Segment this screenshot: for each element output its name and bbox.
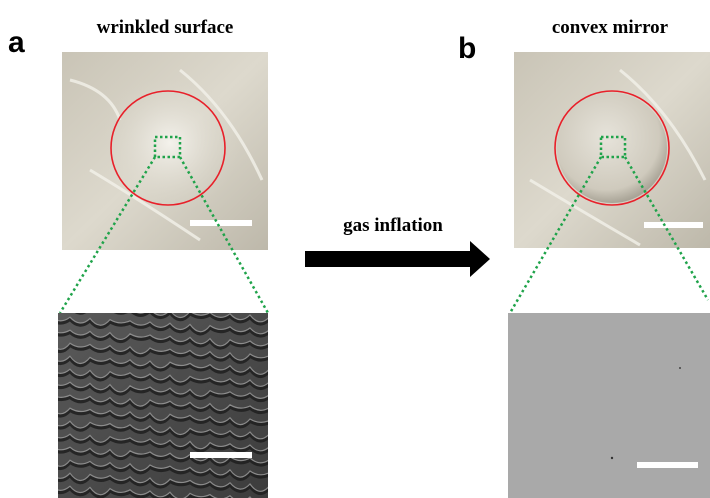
panel-title: convex mirror	[552, 17, 669, 38]
arrow	[305, 241, 490, 277]
page: a wrinkled surface gas inflation b conve…	[0, 0, 710, 498]
speck	[611, 457, 613, 459]
scale-bar	[190, 220, 252, 226]
panel-label: b	[458, 32, 476, 65]
scale-bar	[190, 452, 252, 458]
dome	[557, 93, 667, 203]
highlight	[100, 80, 240, 220]
scale-bar	[644, 222, 703, 228]
panel-label: a	[8, 26, 25, 59]
figure: a wrinkled surface gas inflation b conve…	[0, 0, 710, 498]
sem-image	[508, 313, 710, 498]
speck	[679, 367, 681, 369]
scale-bar	[637, 462, 698, 468]
panel-title: wrinkled surface	[97, 17, 234, 38]
arrow-label: gas inflation	[343, 215, 443, 236]
